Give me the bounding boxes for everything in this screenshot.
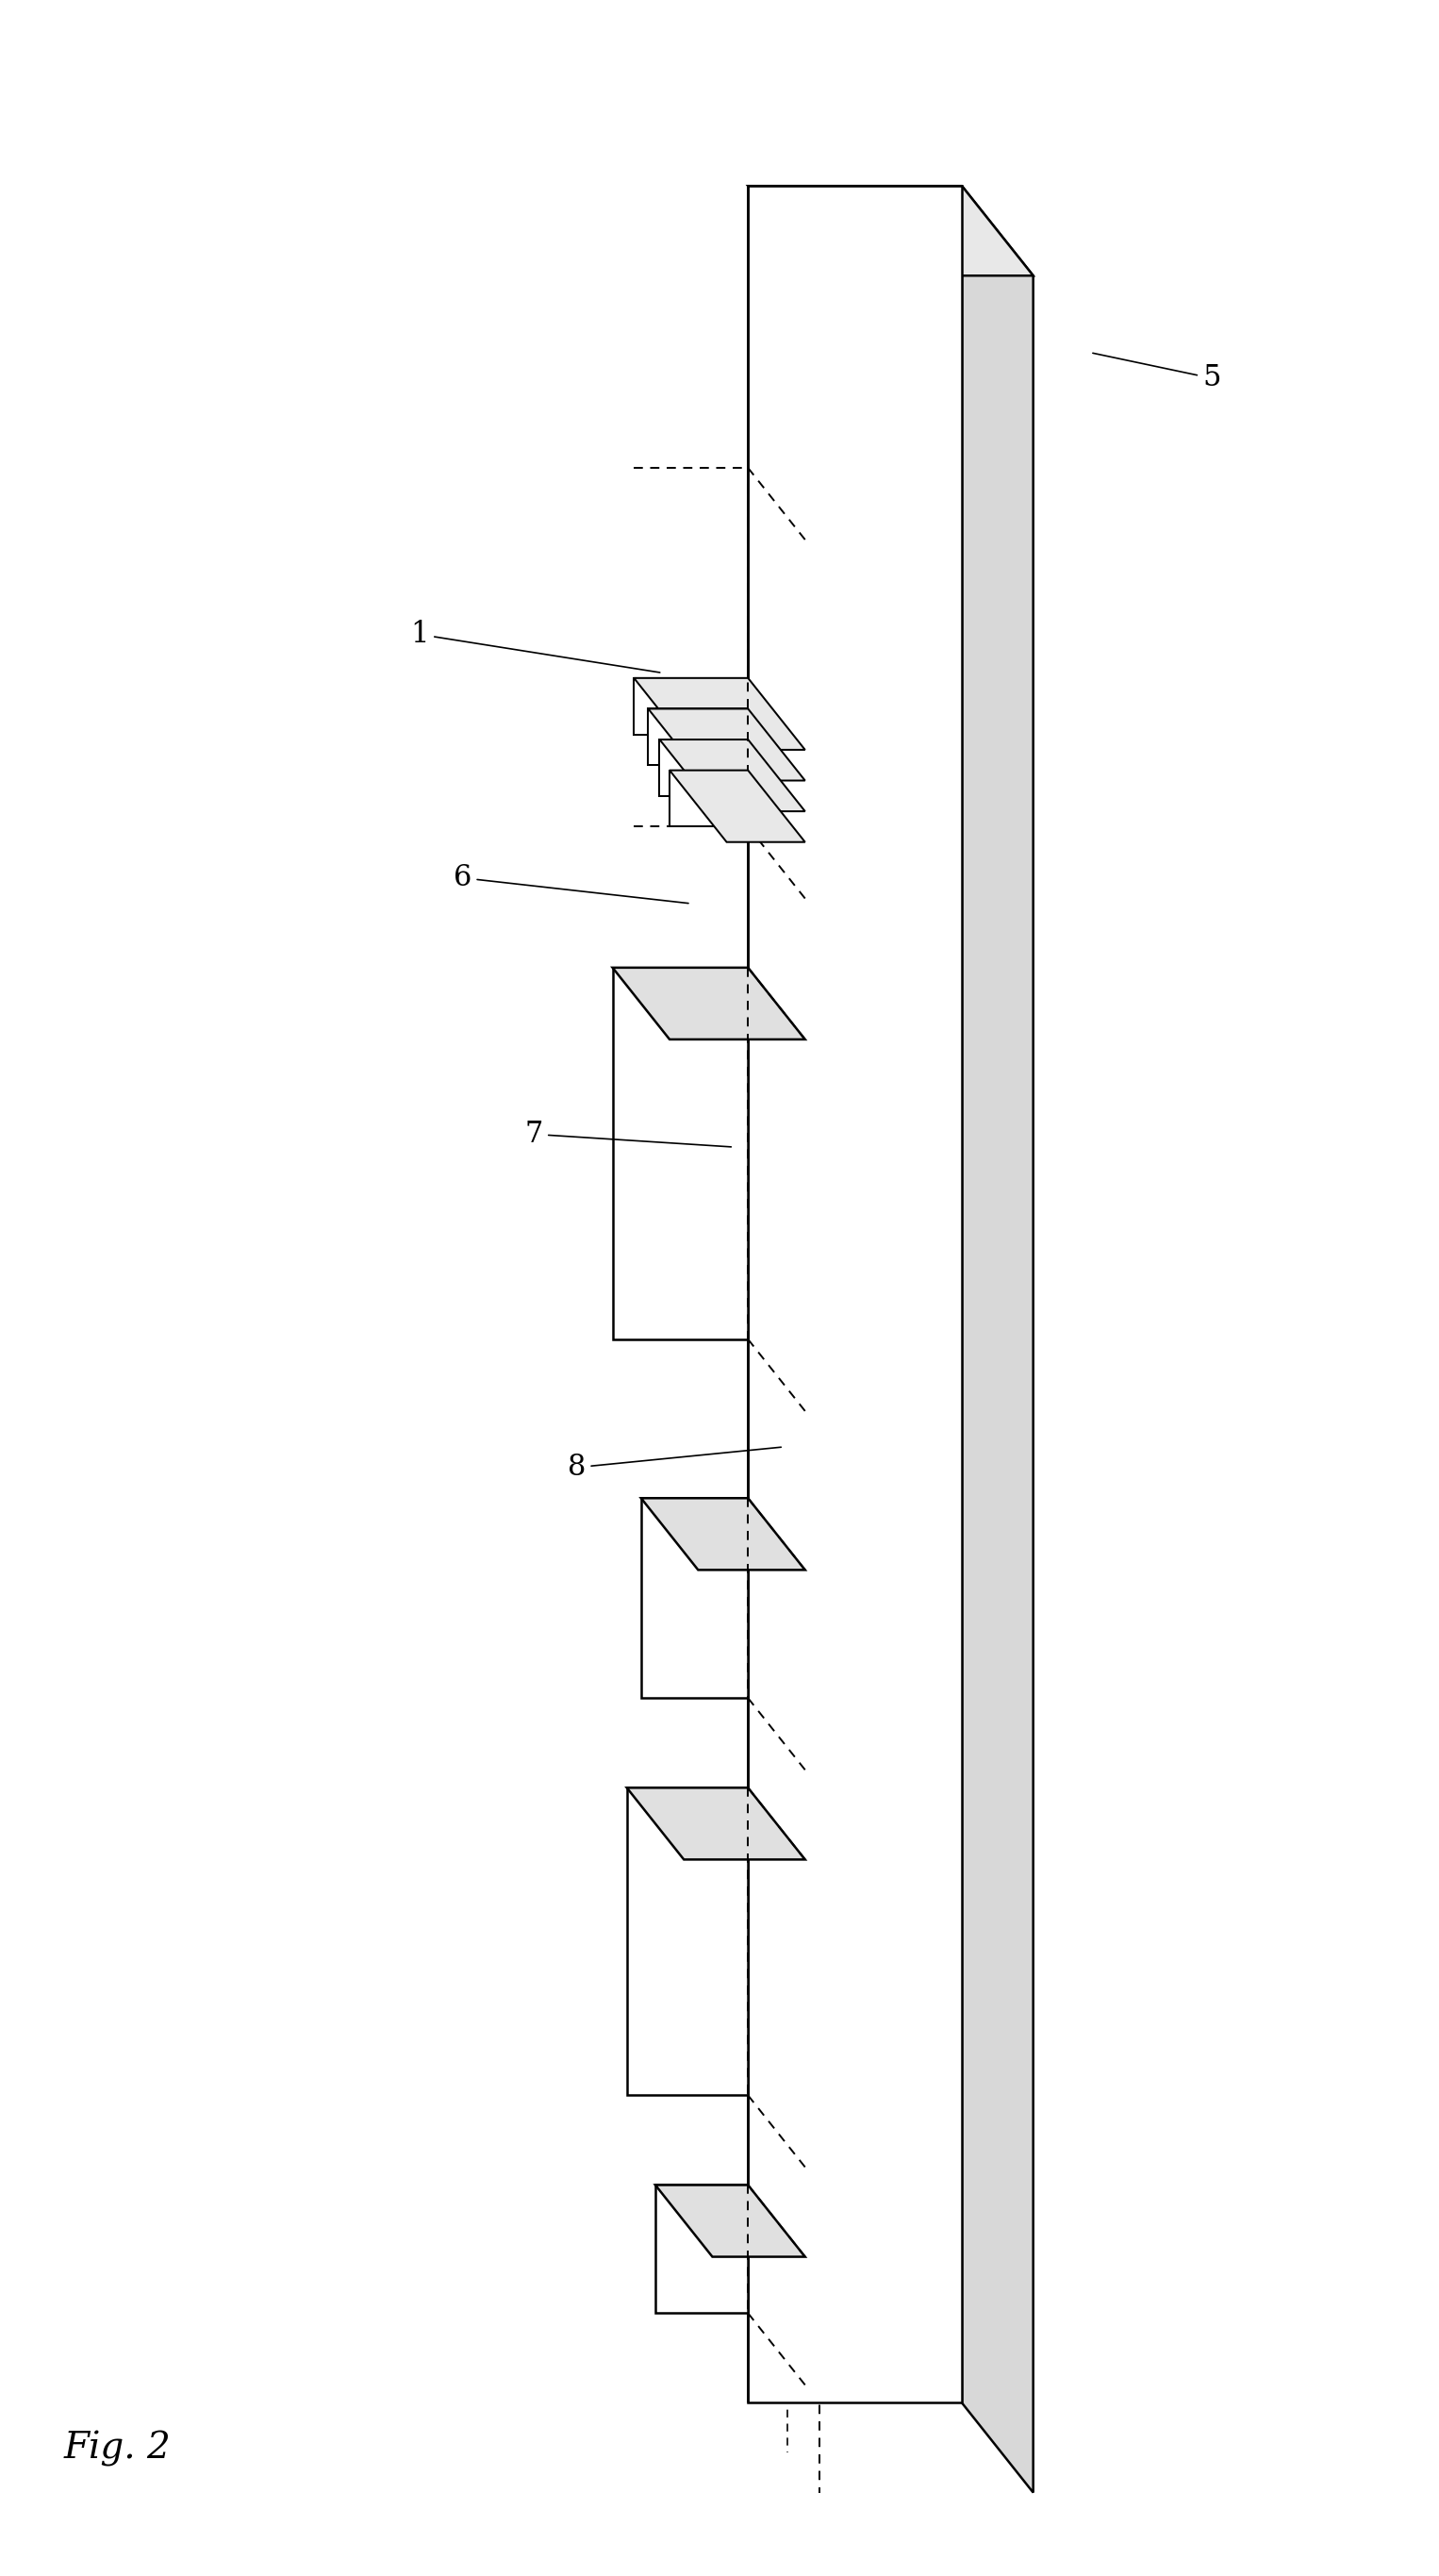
Text: 1: 1	[412, 621, 661, 672]
Polygon shape	[635, 677, 748, 734]
Polygon shape	[627, 1788, 804, 1860]
Text: 6: 6	[453, 863, 688, 904]
Polygon shape	[635, 677, 804, 750]
Polygon shape	[613, 969, 804, 1038]
Polygon shape	[648, 708, 804, 781]
Polygon shape	[748, 185, 1033, 276]
Polygon shape	[669, 770, 804, 842]
Polygon shape	[613, 969, 748, 1340]
Text: Fig. 2: Fig. 2	[63, 2432, 171, 2468]
Polygon shape	[748, 185, 961, 2403]
Polygon shape	[642, 1499, 804, 1569]
Polygon shape	[642, 1499, 748, 1698]
Polygon shape	[669, 770, 748, 827]
Text: 7: 7	[525, 1121, 731, 1149]
Text: 5: 5	[1092, 353, 1220, 392]
Polygon shape	[659, 739, 748, 796]
Polygon shape	[627, 1788, 748, 2094]
Polygon shape	[659, 739, 804, 811]
Polygon shape	[655, 2184, 804, 2257]
Polygon shape	[961, 185, 1033, 2494]
Polygon shape	[648, 708, 748, 765]
Polygon shape	[655, 2184, 748, 2313]
Text: 8: 8	[568, 1448, 781, 1481]
